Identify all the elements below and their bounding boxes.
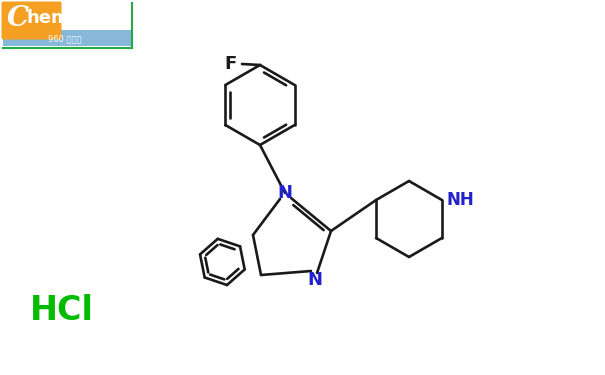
Text: hem960: hem960 xyxy=(26,9,107,27)
Text: F: F xyxy=(224,55,236,73)
Text: C: C xyxy=(7,6,29,33)
Text: HCl: HCl xyxy=(30,294,94,327)
Text: NH: NH xyxy=(447,191,475,209)
Text: .com: .com xyxy=(98,12,129,24)
Text: N: N xyxy=(307,271,322,289)
FancyBboxPatch shape xyxy=(1,2,62,39)
Text: N: N xyxy=(278,184,292,202)
Text: 960 化工网: 960 化工网 xyxy=(48,34,82,44)
Bar xyxy=(3,30,131,46)
